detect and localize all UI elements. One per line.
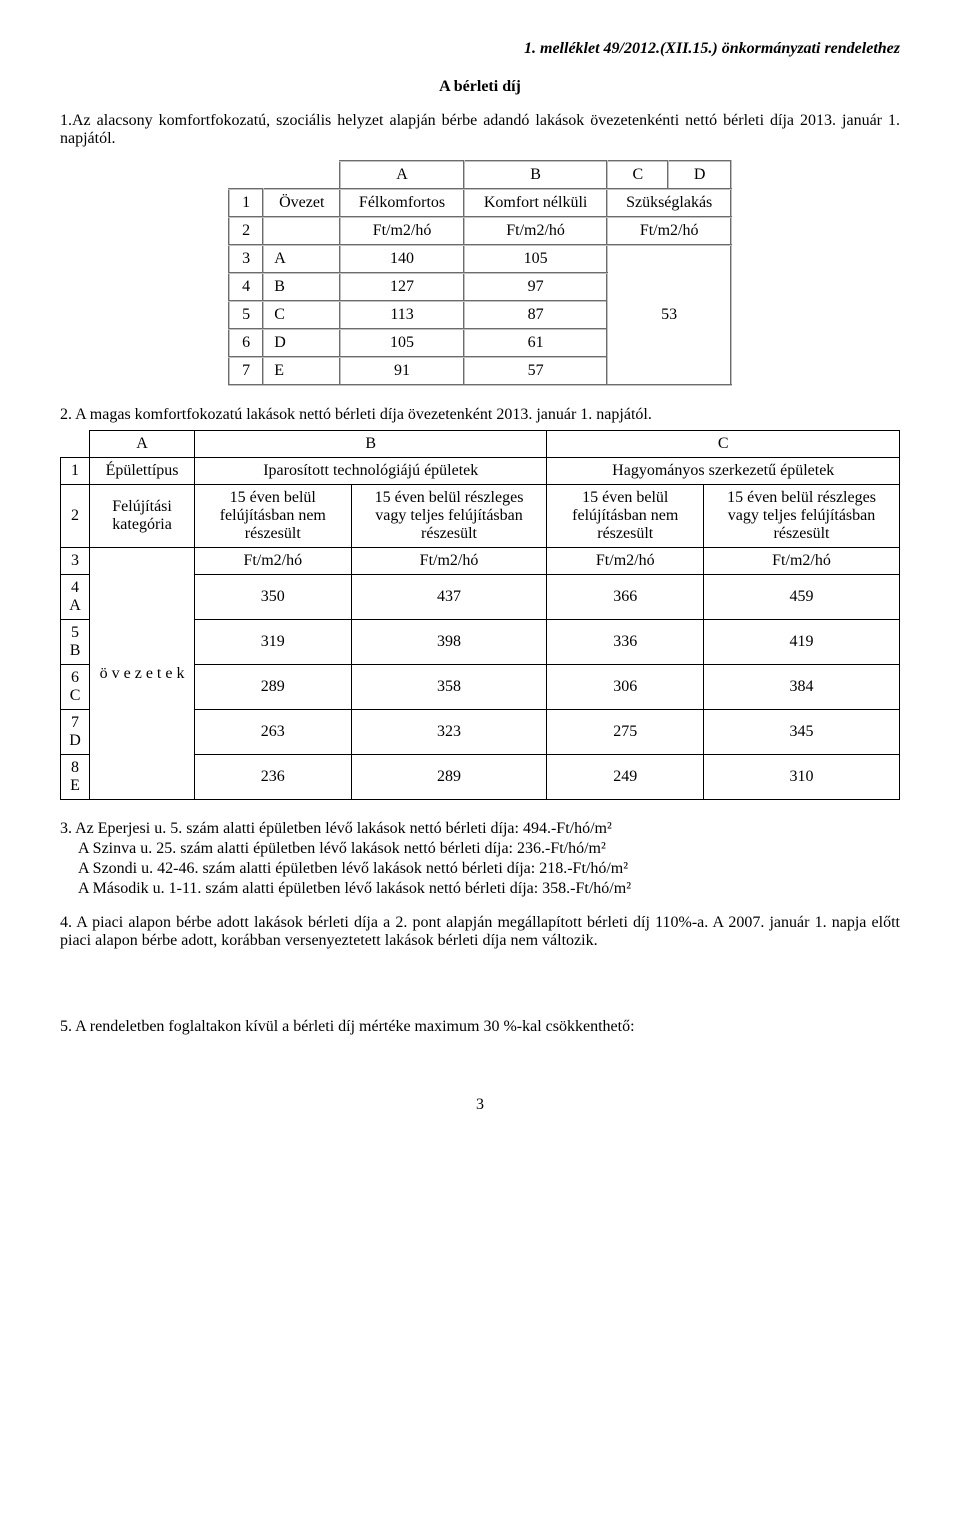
cell: Ft/m2/hó <box>607 217 731 245</box>
cell: 105 <box>464 245 607 273</box>
cell: 459 <box>704 575 900 620</box>
row-num: 3 <box>61 548 90 575</box>
row-num: 5 <box>229 301 263 329</box>
notes-section-3: 3. Az Eperjesi u. 5. szám alatti épületb… <box>60 820 900 898</box>
cell: 15 éven belül részleges vagy teljes felú… <box>704 485 900 548</box>
cell: Ft/m2/hó <box>464 217 607 245</box>
row-num: 4 A <box>61 575 90 620</box>
zone: A <box>263 245 340 273</box>
cell: 336 <box>547 620 704 665</box>
note-line: 3. Az Eperjesi u. 5. szám alatti épületb… <box>60 820 900 838</box>
intro-paragraph: 1.Az alacsony komfortfokozatú, szociális… <box>60 112 900 148</box>
row-num: 2 <box>229 217 263 245</box>
cell: 275 <box>547 710 704 755</box>
table-low-comfort: A B C D 1 Övezet Félkomfortos Komfort né… <box>228 160 732 386</box>
cell: 319 <box>195 620 352 665</box>
paragraph-2: 2. A magas komfortfokozatú lakások nettó… <box>60 406 900 424</box>
col-a: A <box>90 431 195 458</box>
cell: 310 <box>704 755 900 800</box>
cell: 306 <box>547 665 704 710</box>
zone: B <box>263 273 340 301</box>
cell: 384 <box>704 665 900 710</box>
note-line: A Második u. 1-11. szám alatti épületben… <box>60 880 900 898</box>
cell: 249 <box>547 755 704 800</box>
document-header: 1. melléklet 49/2012.(XII.15.) önkormány… <box>60 40 900 58</box>
cell: 289 <box>195 665 352 710</box>
cell: 419 <box>704 620 900 665</box>
cell: 97 <box>464 273 607 301</box>
cell: Ft/m2/hó <box>340 217 464 245</box>
cell: 345 <box>704 710 900 755</box>
table-high-comfort: A B C 1 Épülettípus Iparosított technoló… <box>60 430 900 800</box>
cell: 113 <box>340 301 464 329</box>
col-b: B <box>195 431 547 458</box>
cell: Ft/m2/hó <box>195 548 352 575</box>
cell: Felújítási kategória <box>90 485 195 548</box>
note-line: A Szinva u. 25. szám alatti épületben lé… <box>60 840 900 858</box>
merged-cell: 53 <box>607 245 731 385</box>
cell: Szükséglakás <box>607 189 731 217</box>
cell: Ft/m2/hó <box>547 548 704 575</box>
cell: Komfort nélküli <box>464 189 607 217</box>
paragraph-5: 5. A rendeletben foglaltakon kívül a bér… <box>60 1018 900 1036</box>
zone: C <box>263 301 340 329</box>
zone: D <box>263 329 340 357</box>
row-num: 3 <box>229 245 263 273</box>
row-num: 7 <box>229 357 263 385</box>
cell: 323 <box>351 710 547 755</box>
cell: Iparosított technológiájú épületek <box>195 458 547 485</box>
cell: 140 <box>340 245 464 273</box>
zone: E <box>263 357 340 385</box>
page-number: 3 <box>60 1096 900 1114</box>
cell: 289 <box>351 755 547 800</box>
cell: 57 <box>464 357 607 385</box>
cell: 350 <box>195 575 352 620</box>
paragraph-4: 4. A piaci alapon bérbe adott lakások bé… <box>60 914 900 950</box>
col-d: D <box>668 161 731 189</box>
col-a: A <box>340 161 464 189</box>
cell: 91 <box>340 357 464 385</box>
cell: 15 éven belül részleges vagy teljes felú… <box>351 485 547 548</box>
row-num: 6 <box>229 329 263 357</box>
cell: Ft/m2/hó <box>351 548 547 575</box>
row-num: 2 <box>61 485 90 548</box>
row-num: 1 <box>229 189 263 217</box>
cell: 105 <box>340 329 464 357</box>
row-num: 8 E <box>61 755 90 800</box>
col-b: B <box>464 161 607 189</box>
note-line: A Szondi u. 42-46. szám alatti épületben… <box>60 860 900 878</box>
document-title: A bérleti díj <box>60 78 900 96</box>
cell: 236 <box>195 755 352 800</box>
cell: Ft/m2/hó <box>704 548 900 575</box>
cell: Épülettípus <box>90 458 195 485</box>
row-ovezet-label: Övezet <box>263 189 340 217</box>
cell: 263 <box>195 710 352 755</box>
cell: Félkomfortos <box>340 189 464 217</box>
cell: 15 éven belül felújításban nem részesült <box>547 485 704 548</box>
col-c: C <box>547 431 900 458</box>
row-num: 1 <box>61 458 90 485</box>
cell: 398 <box>351 620 547 665</box>
ovezet-vertical: ö v e z e t e k <box>90 548 195 800</box>
cell: Hagyományos szerkezetű épületek <box>547 458 900 485</box>
cell: 87 <box>464 301 607 329</box>
row-num: 5 B <box>61 620 90 665</box>
row-num: 4 <box>229 273 263 301</box>
cell: 366 <box>547 575 704 620</box>
row-num: 6 C <box>61 665 90 710</box>
cell: 358 <box>351 665 547 710</box>
cell: 437 <box>351 575 547 620</box>
cell: 61 <box>464 329 607 357</box>
row-num: 7 D <box>61 710 90 755</box>
col-c: C <box>607 161 668 189</box>
cell: 15 éven belül felújításban nem részesült <box>195 485 352 548</box>
cell: 127 <box>340 273 464 301</box>
